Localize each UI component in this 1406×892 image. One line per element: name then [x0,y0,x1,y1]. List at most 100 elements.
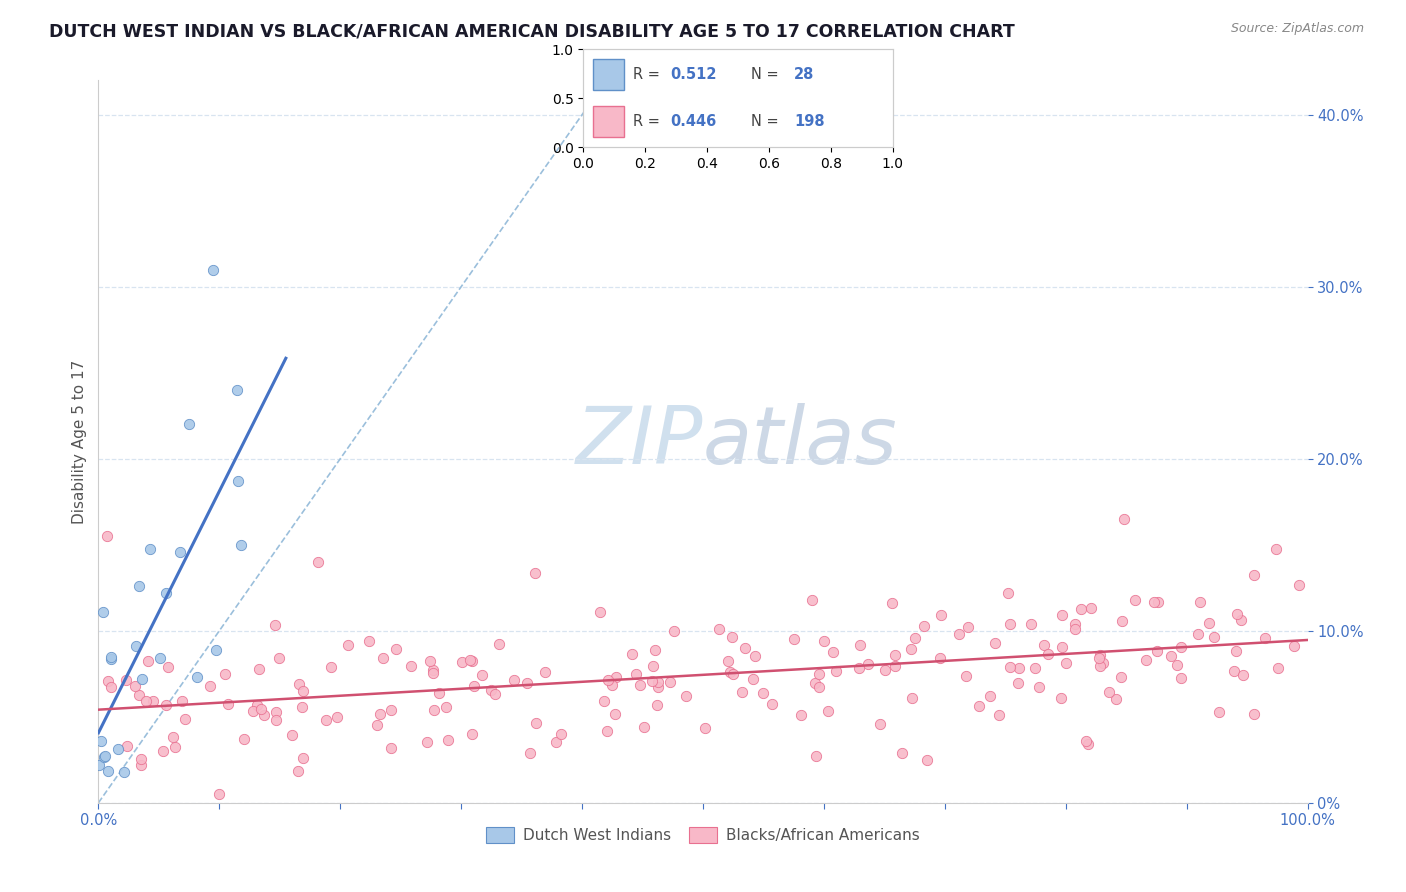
Point [967,699,990,714]
Point [1232,668,1254,682]
Point [326,710,349,724]
Point [823,645,845,659]
Point [125,639,148,653]
Point [155,698,177,713]
Point [156,660,179,674]
Point [789,707,811,722]
Point [628,678,651,692]
Point [94,748,117,763]
Point [534,665,557,679]
Point [129,751,152,765]
Point [422,666,444,681]
Point [900,642,922,657]
Point [128,689,150,703]
Point [1105,692,1128,706]
Point [416,735,439,749]
Point [1070,602,1092,616]
Point [266,705,288,719]
Point [721,630,744,644]
Point [173,712,195,726]
Point [957,620,980,634]
Point [247,662,270,676]
Point [502,673,524,688]
Point [233,731,256,746]
Point [291,684,314,698]
Point [131,673,153,687]
Point [550,727,572,741]
Point [988,707,1011,722]
Point [605,670,627,684]
Point [91,606,114,620]
Point [315,713,337,727]
Point [90,733,112,747]
Text: 0.512: 0.512 [671,67,717,82]
Point [1254,632,1277,646]
Point [307,555,329,569]
Point [1098,685,1121,699]
Point [1109,670,1132,684]
Point [100,651,122,665]
Text: R =: R = [633,67,665,82]
Text: DUTCH WEST INDIAN VS BLACK/AFRICAN AMERICAN DISABILITY AGE 5 TO 17 CORRELATION C: DUTCH WEST INDIAN VS BLACK/AFRICAN AMERI… [49,22,1015,40]
Point [544,735,567,749]
Point [817,704,839,718]
Point [128,579,150,593]
Point [165,740,187,755]
Point [807,667,830,681]
Point [1264,542,1286,557]
Point [1008,661,1031,675]
Point [419,654,441,668]
Point [253,708,276,723]
Point [96,529,118,543]
Point [600,678,623,692]
Point [1166,658,1188,673]
Point [721,666,744,681]
Point [281,728,304,742]
Point [463,679,485,693]
Point [644,643,666,657]
Point [214,667,236,681]
Point [264,713,287,727]
Point [912,619,935,633]
Point [1036,648,1059,662]
Point [929,608,952,623]
Point [801,592,824,607]
Point [633,720,655,734]
Point [1170,671,1192,685]
Point [929,651,952,665]
Point [484,686,506,700]
Point [593,694,616,708]
Point [856,657,879,671]
Point [1208,705,1230,719]
Point [422,663,444,677]
Point [97,674,120,689]
Point [336,638,359,652]
Point [984,636,1007,650]
Point [626,666,648,681]
Text: ZIP: ZIP [575,402,703,481]
Point [202,262,225,277]
Point [198,679,221,693]
Text: R =: R = [633,114,665,129]
Point [1188,594,1211,608]
Point [1147,594,1170,608]
Point [217,697,239,711]
Point [141,693,163,707]
Point [900,690,922,705]
Point [169,545,191,559]
Point [596,673,619,687]
Point [112,765,135,780]
Point [813,633,835,648]
Point [205,643,228,657]
Point [675,690,697,704]
Point [149,650,172,665]
Point [1033,638,1056,652]
Point [162,730,184,744]
Point [1243,568,1265,582]
Point [1282,639,1305,653]
Point [891,746,914,760]
Point [287,677,309,691]
Point [718,665,741,679]
Point [135,694,157,708]
Text: N =: N = [751,67,783,82]
